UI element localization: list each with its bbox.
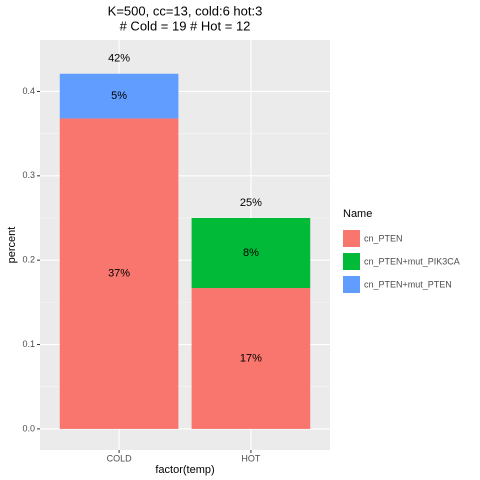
total-label: 25%: [240, 197, 262, 209]
y-tick-label: 0.1: [22, 339, 35, 349]
value-label: 37%: [108, 268, 130, 280]
y-tick-label: 0.4: [22, 86, 35, 96]
bar-segment: [191, 288, 311, 429]
y-tick-label: 0.2: [22, 255, 35, 265]
y-axis-label: percent: [6, 227, 18, 264]
legend-label: cn_PTEN+mut_PTEN: [364, 279, 452, 289]
bar-segment: [59, 73, 179, 119]
legend-label: cn_PTEN: [364, 233, 403, 243]
y-tick-label: 0.0: [22, 423, 35, 433]
legend-key: [343, 253, 360, 270]
chart-subtitle: # Cold = 19 # Hot = 12: [120, 18, 251, 33]
total-label: 42%: [108, 53, 130, 65]
bar-segment: [59, 118, 179, 429]
x-tick-label: COLD: [107, 453, 133, 463]
legend-key: [343, 276, 360, 293]
x-axis-label: factor(temp): [155, 464, 214, 476]
value-label: 8%: [243, 247, 259, 259]
legend-label: cn_PTEN+mut_PIK3CA: [364, 256, 460, 266]
legend-key: [343, 230, 360, 247]
bar-segment: [191, 218, 311, 289]
value-label: 5%: [111, 90, 127, 102]
value-label: 17%: [240, 352, 262, 364]
legend-title: Name: [343, 208, 372, 220]
y-tick-label: 0.3: [22, 170, 35, 180]
x-tick-label: HOT: [241, 453, 261, 463]
chart-title: K=500, cc=13, cold:6 hot:3: [108, 3, 263, 18]
